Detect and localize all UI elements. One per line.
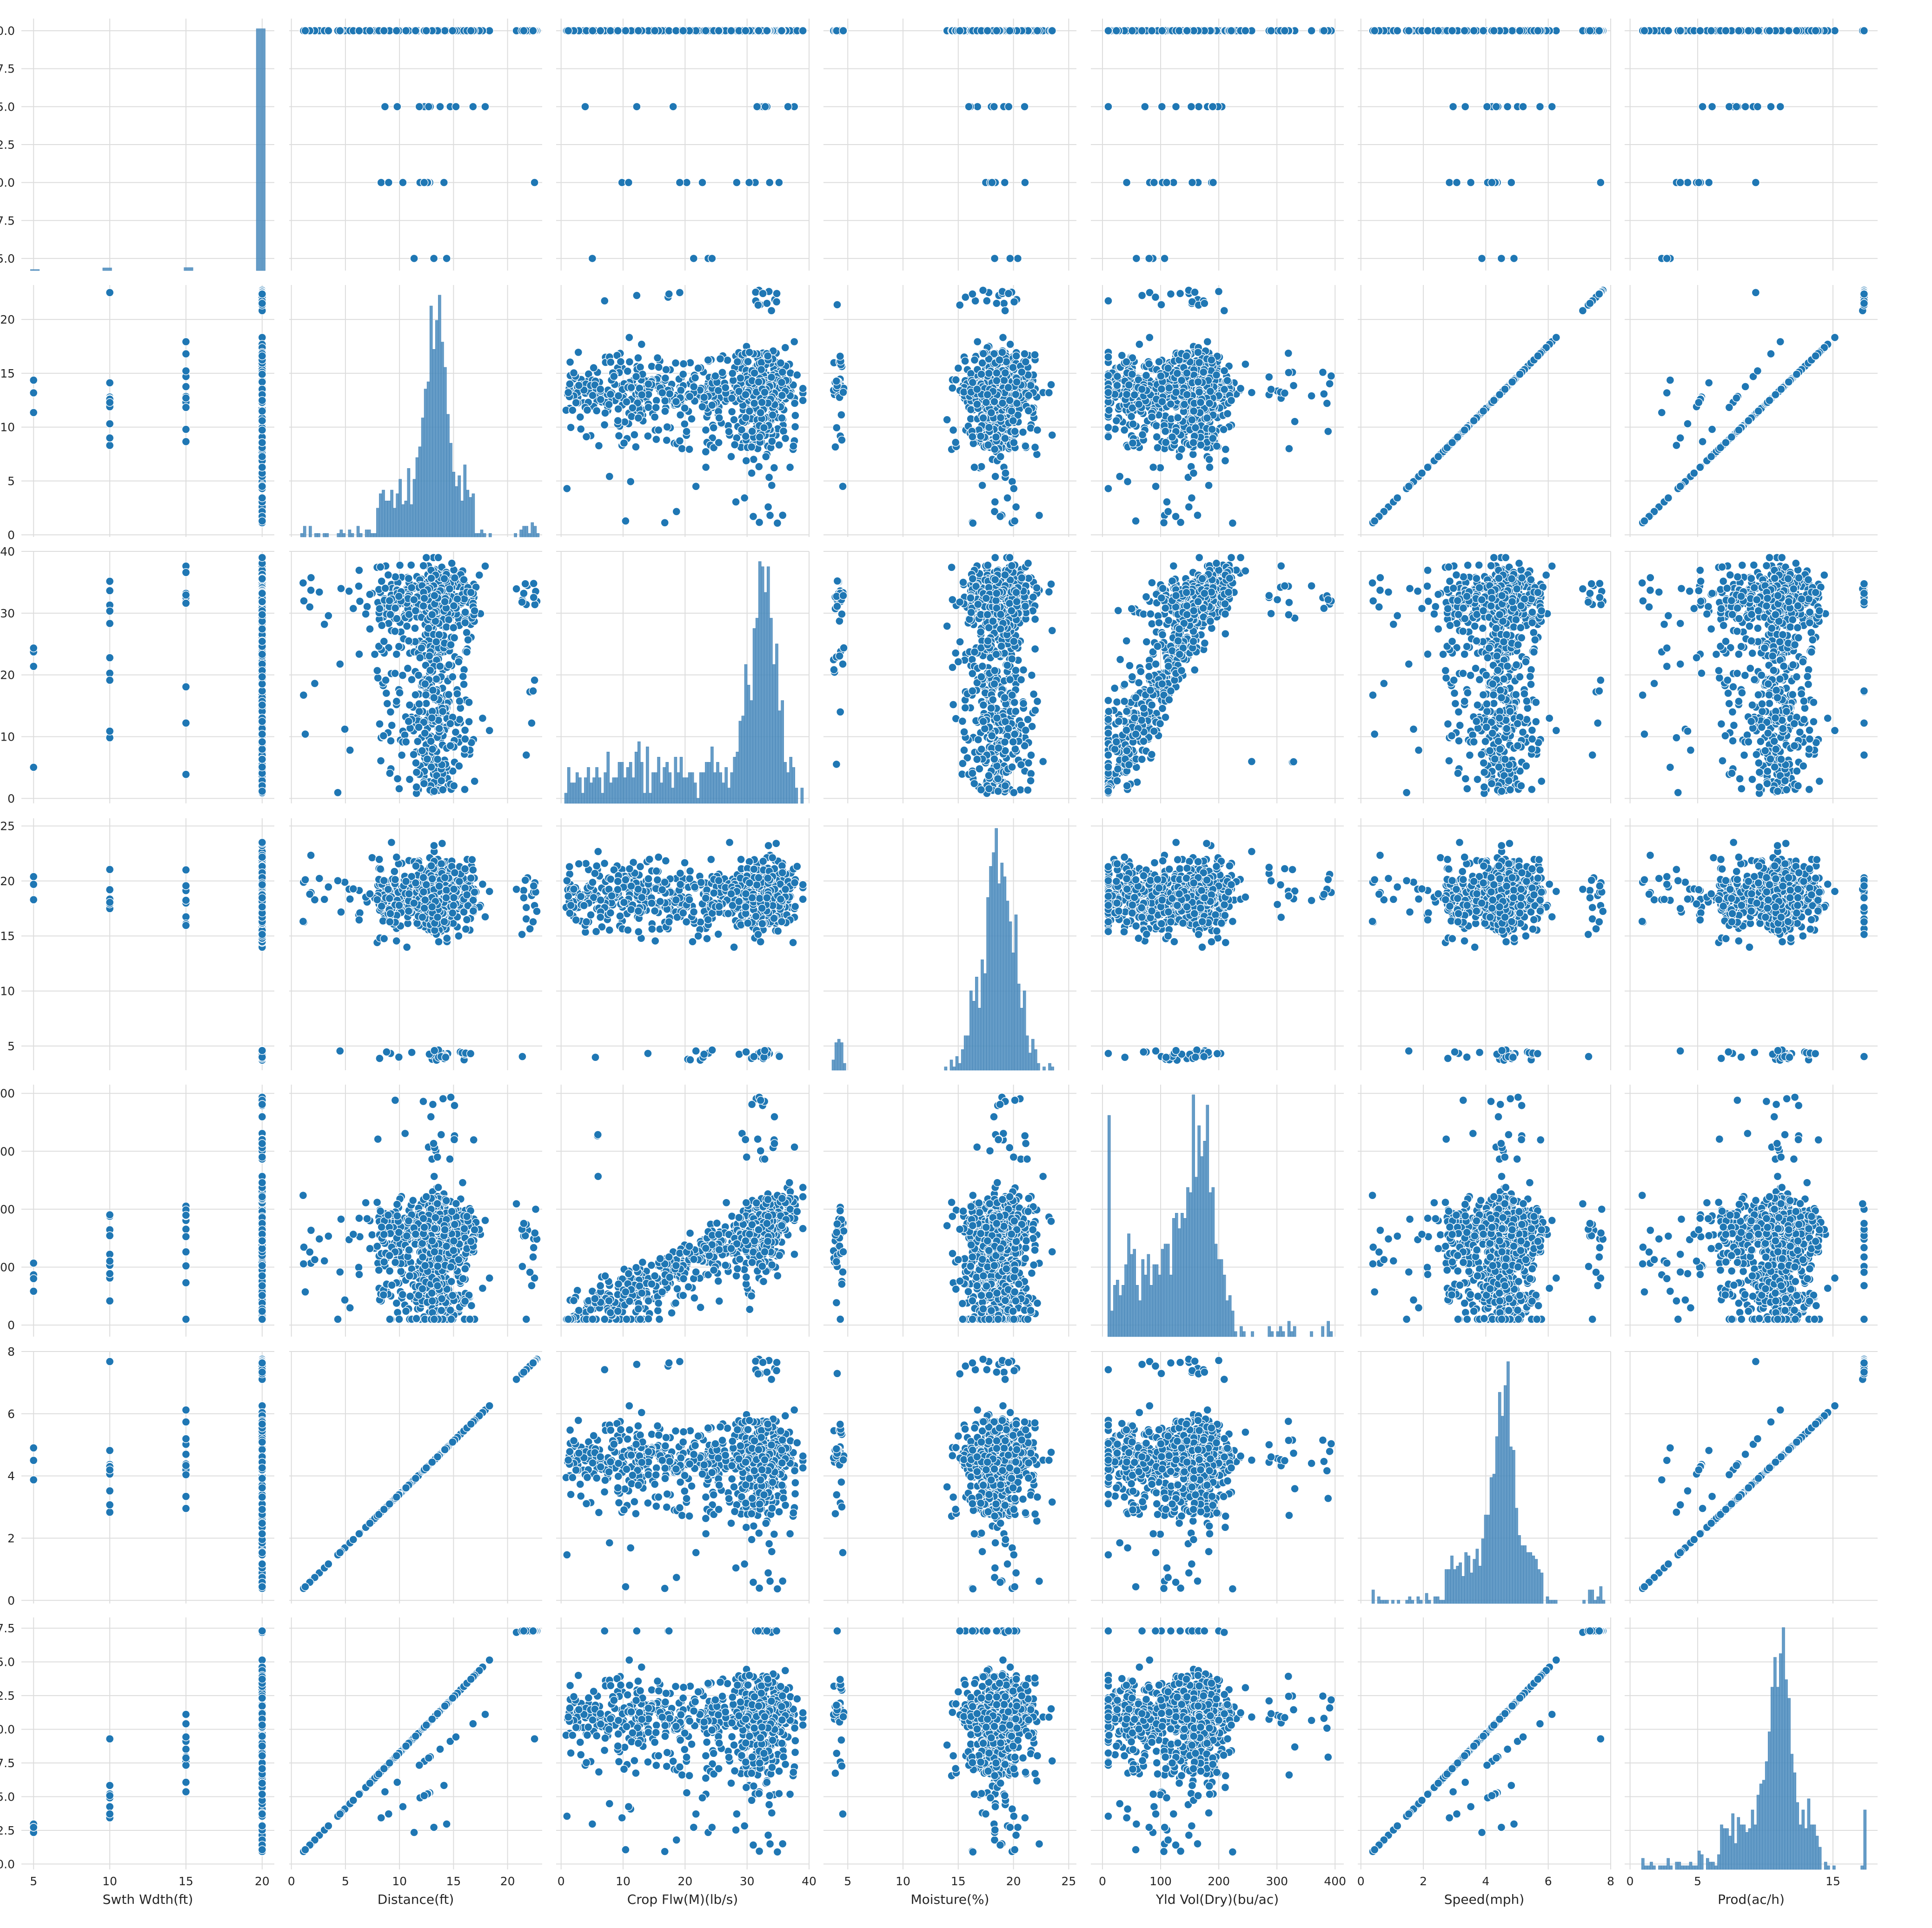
cell-speed-mph-vs-swth-wdth-ft — [21, 1352, 274, 1603]
data-point — [669, 103, 677, 111]
data-point — [742, 27, 750, 35]
data-point — [531, 179, 538, 186]
cell-crop-flw-m-lb-s-vs-swth-wdth-ft — [21, 551, 274, 803]
data-point — [589, 27, 597, 35]
data-point — [784, 103, 792, 111]
data-point — [965, 103, 973, 111]
cell-distance-ft-vs-moisture — [823, 285, 1076, 537]
data-point — [702, 27, 710, 35]
cell-prod-ac-h-vs-swth-wdth-ft — [21, 1617, 274, 1869]
data-point — [301, 27, 309, 35]
data-point — [520, 27, 528, 35]
data-point — [1021, 179, 1029, 186]
data-point — [420, 179, 428, 186]
data-point — [839, 27, 847, 35]
data-point — [634, 27, 642, 35]
data-point — [727, 27, 735, 35]
data-point — [606, 27, 614, 35]
data-point — [755, 27, 763, 35]
cell-distance-ft-vs-swth-wdth-ft — [21, 285, 274, 537]
data-point — [974, 103, 982, 111]
cell-moisture-vs-distance-ft — [289, 818, 542, 1070]
data-point — [775, 179, 783, 186]
data-point — [624, 179, 632, 186]
data-point — [481, 103, 489, 111]
data-point — [422, 27, 430, 35]
data-point — [672, 27, 680, 35]
data-point — [698, 179, 706, 186]
data-point — [763, 27, 771, 35]
data-point — [529, 27, 537, 35]
data-point — [1014, 254, 1022, 262]
data-point — [325, 27, 332, 35]
data-point — [469, 103, 477, 111]
data-point — [436, 103, 444, 111]
data-point — [708, 254, 716, 262]
data-point — [430, 254, 438, 262]
data-point — [441, 27, 449, 35]
cell-moisture-vs-swth-wdth-ft — [21, 818, 274, 1070]
cell-yld-vol-dry-bu-ac-vs-swth-wdth-ft — [21, 1085, 274, 1337]
data-point — [753, 103, 761, 111]
data-point — [385, 179, 392, 186]
data-point — [597, 27, 604, 35]
data-point — [467, 27, 475, 35]
data-point — [676, 179, 684, 186]
data-point — [651, 27, 659, 35]
data-point — [990, 103, 998, 111]
data-point — [1021, 103, 1029, 111]
data-point — [690, 254, 697, 262]
data-point — [761, 103, 769, 111]
data-point — [564, 27, 572, 35]
data-point — [443, 254, 451, 262]
data-point — [381, 103, 389, 111]
data-point — [799, 27, 807, 35]
data-point — [425, 103, 433, 111]
data-point — [402, 27, 410, 35]
data-point — [355, 27, 363, 35]
data-point — [633, 103, 641, 111]
data-point — [1034, 27, 1042, 35]
data-point — [452, 103, 460, 111]
data-point — [679, 27, 687, 35]
data-point — [614, 27, 622, 35]
data-point — [665, 27, 673, 35]
data-point — [588, 254, 596, 262]
data-point — [733, 179, 741, 186]
data-point — [1005, 103, 1013, 111]
data-point — [766, 179, 774, 186]
data-point — [745, 179, 753, 186]
data-point — [392, 27, 400, 35]
data-point — [393, 103, 401, 111]
data-point — [1048, 27, 1056, 35]
data-point — [366, 27, 374, 35]
data-point — [622, 27, 630, 35]
cell-speed-mph-vs-moisture — [823, 1352, 1076, 1603]
data-point — [1006, 254, 1014, 262]
data-point — [991, 254, 999, 262]
data-point — [715, 27, 723, 35]
data-point — [377, 179, 385, 186]
data-point — [399, 179, 407, 186]
cell-moisture-vs-moisture — [823, 818, 1076, 1070]
data-point — [410, 254, 418, 262]
data-point — [440, 179, 448, 186]
data-point — [336, 27, 344, 35]
data-point — [581, 103, 589, 111]
data-point — [988, 179, 996, 186]
data-point — [412, 27, 419, 35]
cell-moisture-vs-speed-mph — [1358, 818, 1611, 1070]
data-point — [449, 27, 457, 35]
data-point — [1001, 179, 1009, 186]
data-point — [380, 27, 388, 35]
data-point — [415, 103, 423, 111]
data-point — [778, 27, 786, 35]
